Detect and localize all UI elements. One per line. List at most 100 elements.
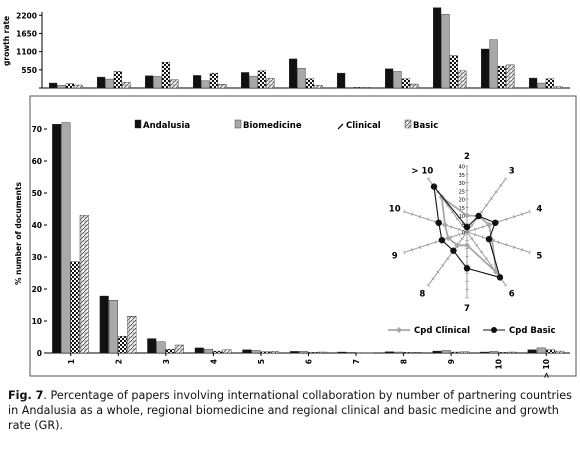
- top-bar-andalusia: [49, 82, 58, 89]
- main-x-tick-label: 4: [209, 359, 218, 364]
- radar-tick: [460, 224, 464, 227]
- top-bar-andalusia: [289, 58, 298, 89]
- legend-swatch-biomedicine: [234, 119, 242, 129]
- legend-swatch-andalusia: [134, 119, 142, 129]
- main-bar-clinical: [118, 336, 128, 354]
- radar-tick: [411, 248, 413, 252]
- radar-axis-label: 2: [464, 152, 470, 162]
- top-bar-basic: [362, 87, 371, 89]
- radar-tick: [434, 240, 437, 245]
- main-x-tick-label: 3: [162, 359, 171, 364]
- main-bar-basic: [79, 215, 89, 354]
- radar-tick: [455, 217, 459, 220]
- radar-tick: [441, 264, 445, 267]
- main-bar-andalusia: [147, 338, 157, 354]
- legend-label-basic: Basic: [413, 121, 438, 131]
- radar-axis-label: 6: [509, 289, 515, 299]
- main-bar-basic: [365, 352, 375, 354]
- main-bar-basic: [174, 344, 184, 354]
- radar-point-basic: [463, 265, 471, 272]
- top-bar-biomedicine: [393, 71, 402, 89]
- radar-tick: [528, 250, 531, 255]
- top-bar-biomedicine: [441, 14, 450, 89]
- top-bar-basic: [506, 64, 515, 89]
- radar-tick: [479, 250, 484, 254]
- radar-scale-label: 15: [459, 206, 465, 212]
- main-x-tick-label: 2: [114, 359, 123, 364]
- radar-scale-label: 0: [462, 231, 465, 237]
- radar-tick: [470, 224, 474, 227]
- radar-tick: [434, 219, 437, 224]
- radar-tick: [426, 284, 430, 287]
- radar-scale-label: 25: [459, 189, 465, 195]
- radar-axis-label: 5: [536, 251, 542, 261]
- radar-tick: [479, 210, 484, 214]
- radar-axis-label: 9: [392, 251, 398, 261]
- main-y-tick-label: 30: [32, 253, 42, 262]
- figure-caption: Fig. 7. Percentage of papers involving i…: [8, 388, 574, 433]
- top-bar-andalusia: [240, 72, 250, 89]
- main-bar-biomedicine: [108, 300, 118, 354]
- top-bar-andalusia: [385, 68, 394, 89]
- main-bar-biomedicine: [536, 347, 546, 354]
- main-bar-basic: [317, 351, 327, 354]
- main-bar-andalusia: [480, 351, 490, 354]
- top-bar-basic: [554, 86, 563, 89]
- top-bar-basic: [122, 82, 131, 89]
- top-y-axis-label: growth rate: [2, 16, 11, 66]
- radar-point-basic: [435, 219, 442, 227]
- top-bar-andalusia: [144, 75, 154, 89]
- top-bar-andalusia: [433, 7, 442, 89]
- radar-tick: [403, 209, 406, 214]
- radar-point-clinical: [464, 242, 470, 249]
- top-bar-clinical: [545, 78, 555, 89]
- radar-scale-label: 5: [462, 222, 465, 228]
- radar-tick: [475, 217, 479, 220]
- main-bar-clinical: [70, 261, 80, 354]
- top-bar-basic: [458, 70, 467, 89]
- radar-tick: [450, 235, 453, 239]
- main-bar-clinical: [260, 351, 270, 354]
- main-y-tick-label: 40: [32, 221, 42, 230]
- top-bar-clinical: [305, 78, 315, 89]
- growth-rate-chart: growth rate 550 1100 1650 2200: [2, 7, 570, 89]
- radar-tick: [445, 257, 450, 260]
- main-x-tick-label: 7: [352, 359, 361, 364]
- legend-label-andalusia: Andalusia: [143, 121, 190, 131]
- top-bar-biomedicine: [105, 78, 114, 89]
- main-x-tick-label: 1: [67, 359, 76, 364]
- radar-axis-label: 10: [389, 205, 401, 215]
- top-bar-clinical: [353, 87, 363, 89]
- radar-point-basic: [450, 247, 457, 254]
- main-y-tick-label: 50: [32, 189, 42, 198]
- radar-tick: [499, 183, 503, 187]
- top-bar-andalusia: [481, 48, 490, 89]
- main-bar-basic: [507, 351, 517, 354]
- top-bar-biomedicine: [297, 67, 306, 89]
- top-bar-andalusia: [96, 76, 106, 89]
- radar-tick: [504, 177, 508, 180]
- radar-axis-label: 3: [509, 167, 515, 177]
- top-bar-basic: [266, 78, 275, 89]
- main-x-tick-label: 9: [447, 359, 456, 364]
- radar-tick: [521, 248, 523, 252]
- top-bar-andalusia: [529, 77, 538, 89]
- radar-tick: [484, 204, 489, 207]
- radar-tick: [436, 270, 440, 274]
- main-bar-biomedicine: [251, 350, 261, 354]
- radar-tick: [504, 284, 508, 287]
- main-bar-biomedicine: [299, 351, 309, 354]
- radar-tick: [505, 242, 508, 247]
- main-bar-andalusia: [194, 347, 204, 354]
- radar-scale-label: 35: [459, 173, 465, 179]
- top-y-tick-label: 550: [21, 66, 37, 75]
- radar-tick: [474, 227, 476, 232]
- top-bar-biomedicine: [153, 76, 162, 89]
- radar-tick: [475, 244, 479, 247]
- radar-tick: [426, 177, 430, 180]
- main-bar-basic: [460, 351, 470, 354]
- radar-tick: [513, 245, 515, 250]
- radar-tick: [426, 242, 429, 247]
- radar-scale-label: 40: [459, 165, 465, 171]
- legend-swatch-clinical: [337, 123, 344, 130]
